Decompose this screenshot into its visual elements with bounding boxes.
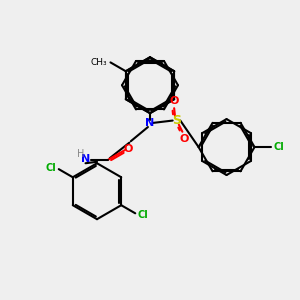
- Text: CH₃: CH₃: [90, 58, 107, 67]
- Text: O: O: [124, 144, 133, 154]
- Text: O: O: [180, 134, 189, 144]
- Text: Cl: Cl: [138, 210, 148, 220]
- Text: Cl: Cl: [45, 163, 56, 173]
- Text: N: N: [146, 118, 154, 128]
- Text: H: H: [77, 149, 84, 159]
- Text: S: S: [172, 114, 181, 127]
- Text: O: O: [169, 95, 179, 106]
- Text: Cl: Cl: [274, 142, 284, 152]
- Text: N: N: [81, 154, 90, 164]
